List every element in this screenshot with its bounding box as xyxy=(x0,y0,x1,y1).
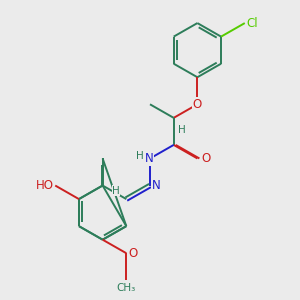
Text: HO: HO xyxy=(35,179,53,192)
Text: N: N xyxy=(145,152,154,165)
Text: O: O xyxy=(128,247,137,260)
Text: H: H xyxy=(136,151,144,161)
Text: CH₃: CH₃ xyxy=(117,283,136,293)
Text: H: H xyxy=(178,125,185,135)
Text: Cl: Cl xyxy=(247,16,258,30)
Text: O: O xyxy=(201,152,211,165)
Text: O: O xyxy=(193,98,202,111)
Text: N: N xyxy=(152,179,161,192)
Text: H: H xyxy=(112,186,120,196)
